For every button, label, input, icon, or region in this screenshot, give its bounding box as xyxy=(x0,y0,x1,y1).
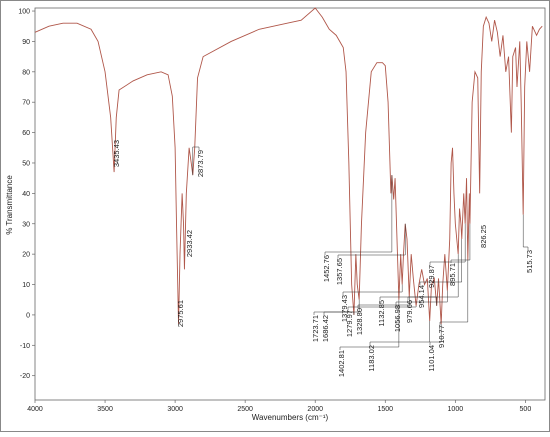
peak-label: 1357.65 xyxy=(335,258,344,285)
peak-label: 954.14 xyxy=(417,285,426,308)
leader-line xyxy=(429,324,442,345)
x-tick-label: 4000 xyxy=(27,406,43,413)
peak-label: 2975.61 xyxy=(176,300,185,327)
y-tick-label: -10 xyxy=(20,343,30,350)
y-tick-label: 80 xyxy=(22,69,30,76)
x-tick-label: 3000 xyxy=(167,406,183,413)
peak-label: 3435.43 xyxy=(112,140,121,167)
peak-label: 826.25 xyxy=(479,225,488,248)
peak-label: 515.73 xyxy=(525,250,534,273)
leader-line xyxy=(407,254,459,300)
leader-line xyxy=(357,296,410,308)
peak-label: 1723.71 xyxy=(311,315,320,342)
peak-label: 1686.42 xyxy=(321,315,330,342)
peak-label: 929.87 xyxy=(427,265,436,288)
leader-line xyxy=(324,175,393,255)
leader-line xyxy=(339,299,400,350)
leader-line xyxy=(192,146,200,176)
y-tick-label: 70 xyxy=(22,100,30,107)
y-tick-label: 40 xyxy=(22,191,30,198)
y-tick-label: 20 xyxy=(22,252,30,259)
leader-line xyxy=(369,320,430,345)
peak-label: 979.66 xyxy=(405,300,414,323)
leader-line xyxy=(522,214,529,250)
leader-line xyxy=(337,223,406,258)
peak-label: 895.71 xyxy=(448,263,457,286)
leader-line xyxy=(342,284,403,295)
peak-label: 1279.97 xyxy=(345,310,354,337)
y-tick-label: 60 xyxy=(22,130,30,137)
peak-label: 2873.79 xyxy=(196,150,205,177)
x-tick-label: 2000 xyxy=(307,406,323,413)
leader-line xyxy=(429,223,466,265)
x-axis-label: Wavenumbers (cm⁻¹) xyxy=(252,413,329,422)
y-tick-label: 30 xyxy=(22,221,30,228)
leader-line xyxy=(419,238,463,285)
leader-line xyxy=(450,223,471,263)
x-tick-label: 500 xyxy=(520,406,532,413)
x-tick-label: 2500 xyxy=(237,406,253,413)
peak-label: 1328.80 xyxy=(355,308,364,335)
leader-line xyxy=(439,260,469,325)
y-tick-label: 0 xyxy=(26,312,30,319)
peak-label: 910.77 xyxy=(437,325,446,348)
peak-label: 1132.85 xyxy=(377,300,386,327)
peak-label: 2933.42 xyxy=(185,230,194,257)
y-tick-label: -20 xyxy=(20,373,30,380)
y-tick-label: 10 xyxy=(22,282,30,289)
x-tick-label: 3500 xyxy=(97,406,113,413)
y-tick-label: 90 xyxy=(22,39,30,46)
peak-label: 1056.98 xyxy=(393,305,402,332)
peak-label: 1402.81 xyxy=(337,350,346,377)
y-axis-label: % Transmittance xyxy=(5,175,14,235)
leader-line xyxy=(347,305,417,310)
leader-line xyxy=(323,299,360,315)
spectrum-line xyxy=(34,7,543,325)
y-tick-label: 50 xyxy=(22,160,30,167)
x-tick-label: 1000 xyxy=(448,406,464,413)
plot-frame xyxy=(34,7,546,401)
peak-label: 1452.76 xyxy=(322,255,331,282)
peak-label: 1101.04 xyxy=(427,345,436,372)
x-tick-label: 1500 xyxy=(377,406,393,413)
y-tick-label: 100 xyxy=(18,9,30,16)
leader-line xyxy=(395,290,448,305)
peak-label: 1183.02 xyxy=(367,345,376,372)
peak-label: 1379.43 xyxy=(340,295,349,322)
